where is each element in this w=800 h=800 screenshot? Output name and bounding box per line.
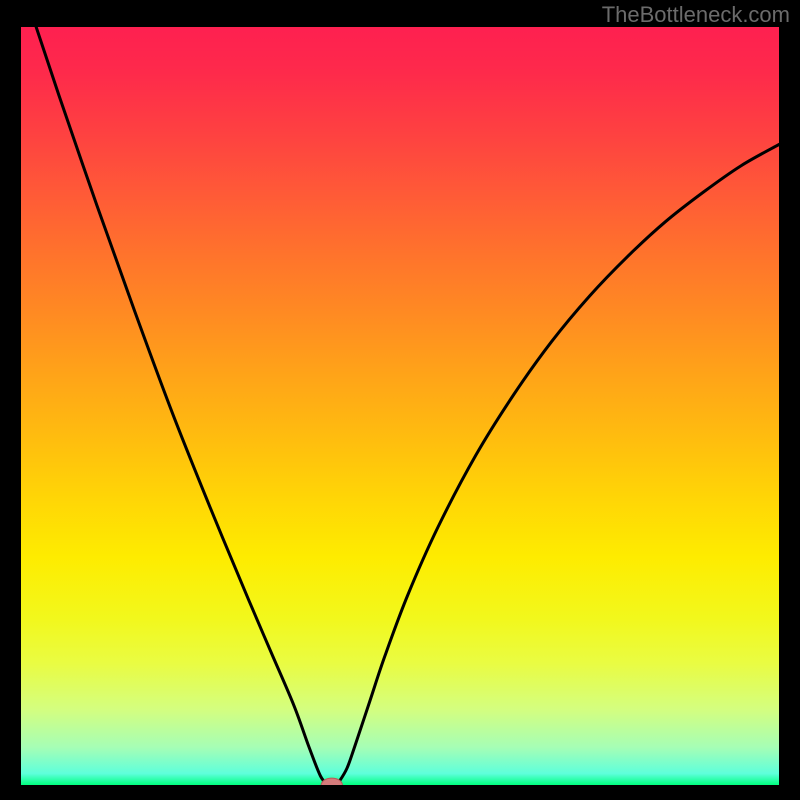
bottleneck-chart: [0, 0, 800, 800]
chart-background-gradient: [21, 27, 779, 785]
chart-container: TheBottleneck.com: [0, 0, 800, 800]
watermark-text: TheBottleneck.com: [602, 2, 790, 28]
